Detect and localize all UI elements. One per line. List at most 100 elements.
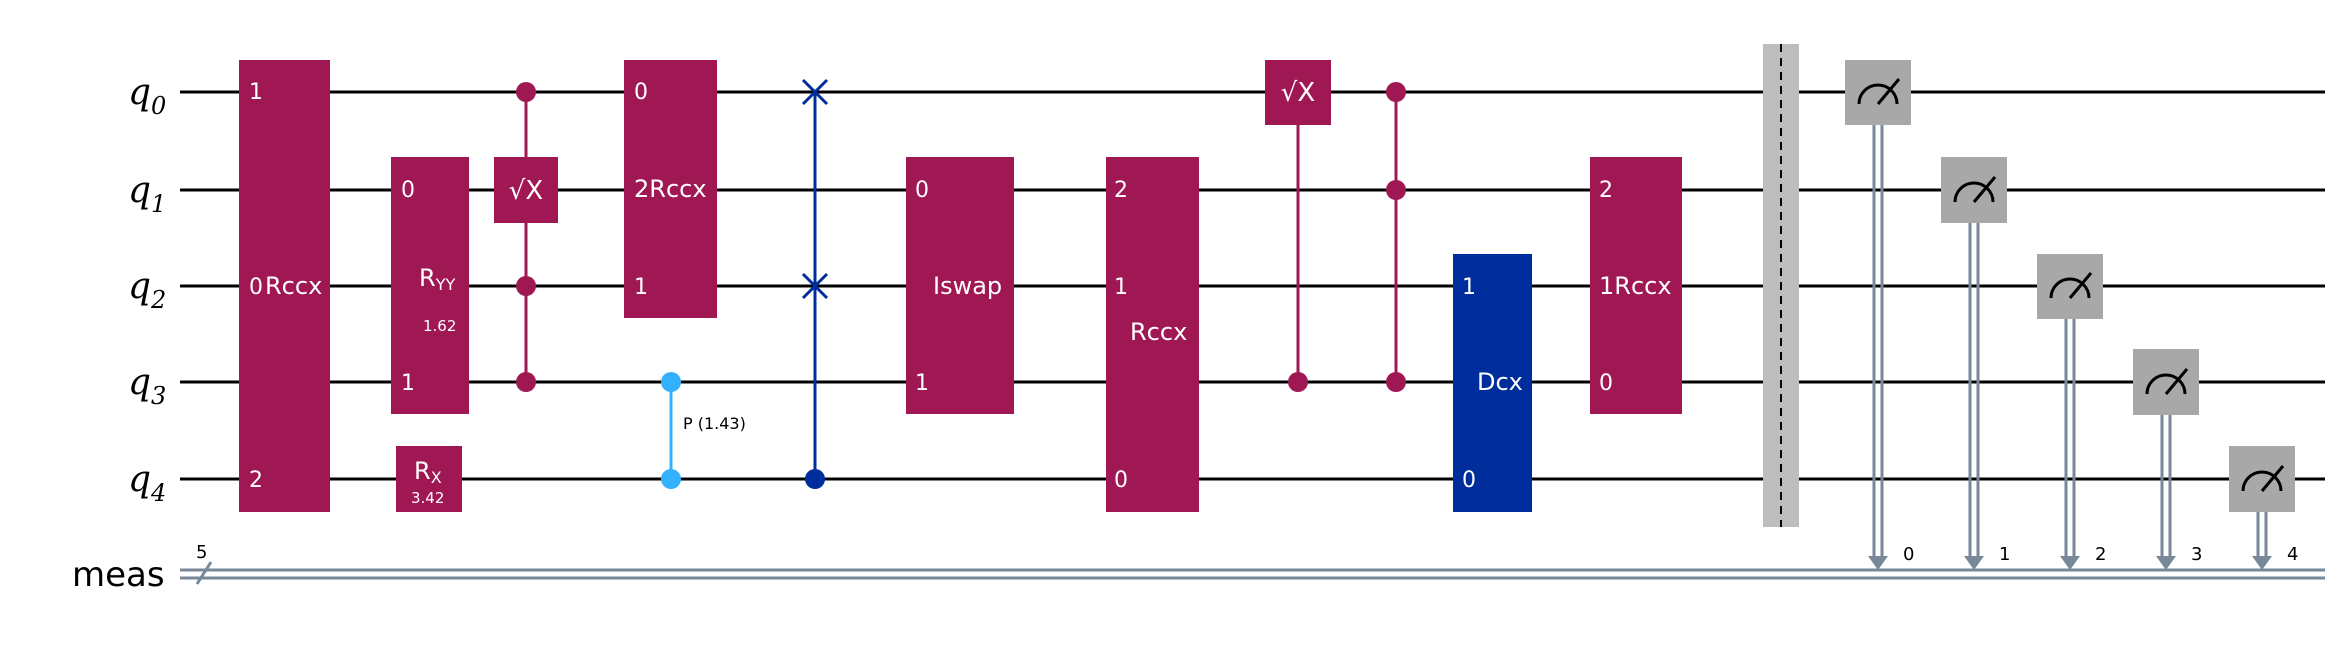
iswap-gate[interactable]: 0 1 Iswap xyxy=(906,157,1014,414)
control-dot xyxy=(1386,372,1406,392)
pin-label: 0 xyxy=(249,275,263,300)
measure-arrowhead xyxy=(2252,556,2272,570)
gate-box xyxy=(239,60,330,512)
control-dot xyxy=(1386,180,1406,200)
control-dot xyxy=(661,372,681,392)
measure-q0[interactable]: 0 xyxy=(1845,60,1914,570)
rx-gate[interactable]: RX 3.42 xyxy=(396,446,462,512)
measure-q1[interactable]: 1 xyxy=(1941,157,2010,570)
control-dot xyxy=(516,276,536,296)
measure-box xyxy=(2133,349,2199,415)
controlled-sx-gate-2[interactable]: √X xyxy=(1265,60,1331,392)
gate-label: √X xyxy=(1281,78,1315,108)
gate-box xyxy=(1590,157,1682,414)
register-width-slash xyxy=(195,561,213,585)
meter-icon xyxy=(1953,181,1995,203)
meter-needle xyxy=(1876,78,1901,105)
meter-icon xyxy=(2049,277,2091,299)
gate-box xyxy=(1265,60,1331,125)
control-dot xyxy=(661,469,681,489)
bit-label: 3 xyxy=(2191,544,2202,565)
gate-box xyxy=(494,157,558,223)
meter-icon xyxy=(1857,83,1899,105)
controlled-sx-gate-1[interactable]: √X xyxy=(494,82,558,392)
gate-label: Iswap xyxy=(933,272,1002,300)
qubit-label-q1: q1 xyxy=(128,170,166,218)
measure-arrowhead xyxy=(2060,556,2080,570)
measure-q2[interactable]: 2 xyxy=(2037,254,2106,570)
control-dot xyxy=(805,469,825,489)
rccx-gate-2[interactable]: 0 2Rccx 1 xyxy=(624,60,717,318)
gate-box xyxy=(906,157,1014,414)
qubit-wires xyxy=(180,90,2325,481)
rccx-gate-4[interactable]: 2 1Rccx 0 xyxy=(1590,157,1682,414)
pin-label: 2 xyxy=(1114,178,1128,203)
gate-parameter: 3.42 xyxy=(411,489,444,507)
gate-label: RX xyxy=(414,457,442,487)
pin-label: 0 xyxy=(915,178,929,203)
gate-label: 1Rccx xyxy=(1599,272,1672,300)
controlled-phase-gate[interactable]: P (1.43) xyxy=(661,372,746,489)
rccx-gate-1[interactable]: 1 0 2 Rccx xyxy=(239,60,330,512)
measure-arrowhead xyxy=(1964,556,1984,570)
gate-box xyxy=(1453,254,1532,512)
meter-needle xyxy=(1972,176,1997,203)
pin-label: 1 xyxy=(1114,275,1128,300)
measure-box xyxy=(2229,446,2295,512)
qubit-labels: q0 q1 q2 q3 q4 xyxy=(128,72,166,507)
controlled-swap-gate[interactable] xyxy=(801,78,829,489)
qubit-label-q2: q2 xyxy=(128,266,166,314)
pin-label: 0 xyxy=(1599,371,1613,396)
pin-label: 2 xyxy=(1599,178,1613,203)
gate-label: 2Rccx xyxy=(634,175,707,203)
control-dot xyxy=(1386,82,1406,102)
register-width-label: 5 xyxy=(196,542,207,563)
pin-label: 1 xyxy=(401,371,415,396)
control-dot xyxy=(516,372,536,392)
gate-box xyxy=(396,446,462,512)
gate-box xyxy=(391,157,469,414)
pin-label: 0 xyxy=(401,178,415,203)
ryy-gate[interactable]: 0 1 RYY 1.62 xyxy=(391,157,469,414)
gate-parameter: 1.62 xyxy=(423,317,456,335)
control-dot xyxy=(1288,372,1308,392)
bit-label: 4 xyxy=(2287,544,2298,565)
gate-label: Rccx xyxy=(265,272,322,300)
dcx-gate[interactable]: 1 0 Dcx xyxy=(1453,254,1532,512)
rccx-gate-3[interactable]: 2 1 0 Rccx xyxy=(1106,157,1199,512)
gate-label: P (1.43) xyxy=(683,414,746,433)
pin-label: 1 xyxy=(634,275,648,300)
gate-label: RYY xyxy=(419,264,455,294)
qubit-label-q3: q3 xyxy=(128,362,166,410)
measure-arrowhead xyxy=(1868,556,1888,570)
swap-x-mark xyxy=(801,78,829,106)
control-dot xyxy=(516,82,536,102)
measure-q3[interactable]: 3 xyxy=(2133,349,2202,570)
measure-box xyxy=(2037,254,2103,319)
swap-x-mark xyxy=(801,272,829,300)
bit-label: 0 xyxy=(1903,544,1914,565)
measure-q4[interactable]: 4 xyxy=(2229,446,2298,570)
gate-box xyxy=(1106,157,1199,512)
gate-label: Rccx xyxy=(1130,318,1187,346)
meter-icon xyxy=(2241,470,2283,492)
pin-label: 1 xyxy=(915,371,929,396)
multi-controlled-z-gate[interactable] xyxy=(1386,82,1406,392)
classical-wire xyxy=(180,568,2325,580)
bit-label: 2 xyxy=(2095,544,2106,565)
meter-needle xyxy=(2068,272,2093,299)
meter-needle xyxy=(2164,368,2189,395)
meter-needle xyxy=(2260,465,2285,492)
pin-label: 1 xyxy=(249,80,263,105)
barrier xyxy=(1763,44,1799,527)
gate-label: √X xyxy=(509,176,543,206)
classical-register-label: meas xyxy=(72,555,165,595)
measure-box xyxy=(1941,157,2007,223)
gate-box xyxy=(624,60,717,318)
qubit-label-q0: q0 xyxy=(128,72,166,120)
pin-label: 2 xyxy=(249,468,263,493)
bit-label: 1 xyxy=(1999,544,2010,565)
pin-label: 0 xyxy=(1114,468,1128,493)
pin-label: 0 xyxy=(634,80,648,105)
